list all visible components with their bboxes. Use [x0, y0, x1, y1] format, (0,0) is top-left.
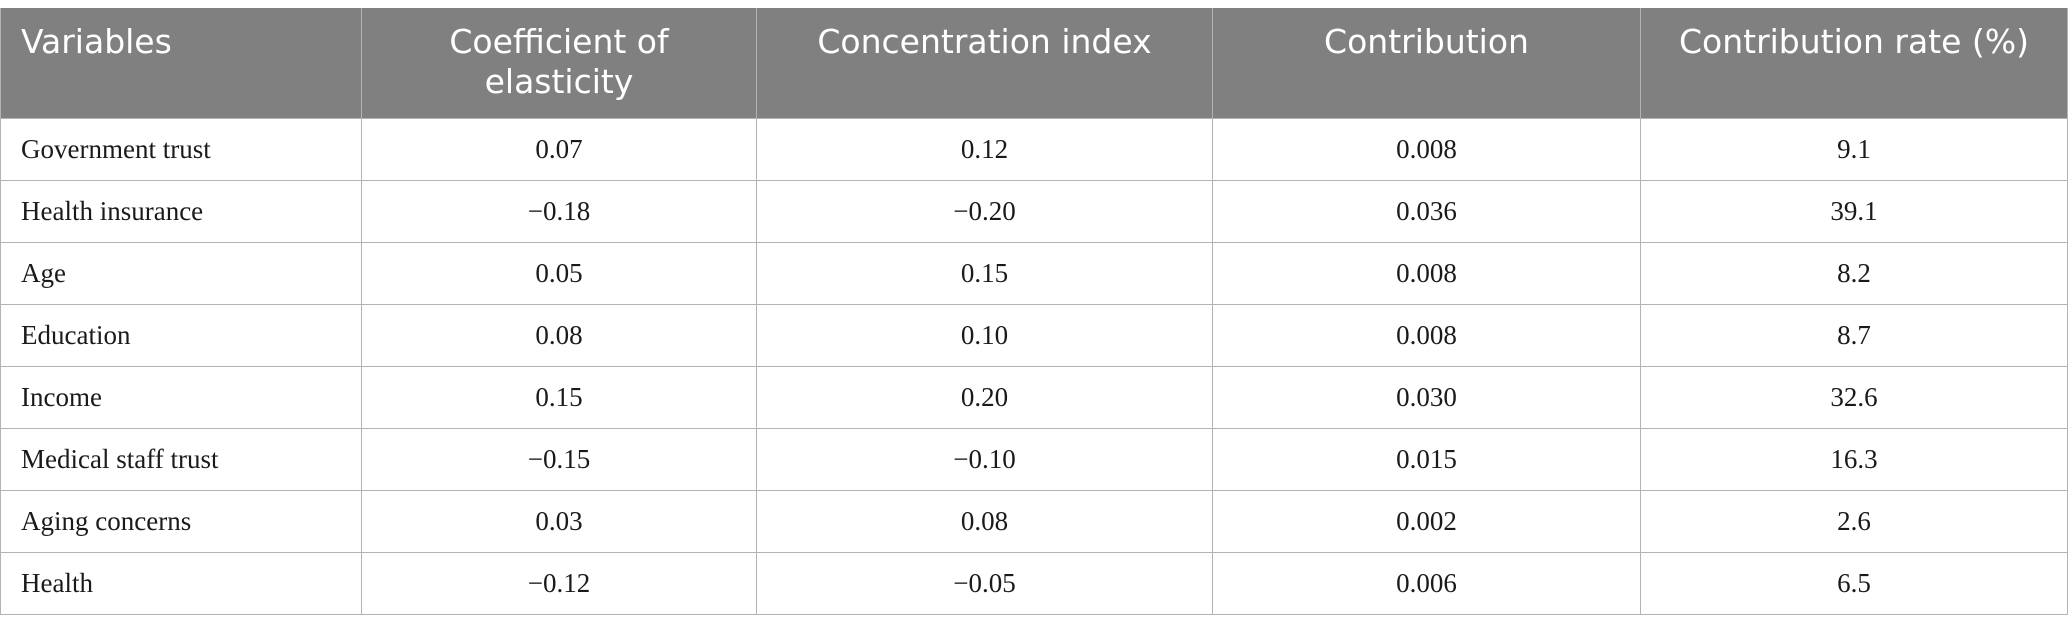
cell-coefficient: −0.15	[361, 427, 757, 491]
cell-variable: Income	[0, 365, 362, 429]
cell-variable: Age	[0, 241, 362, 305]
cell-concentration: −0.10	[756, 427, 1213, 491]
cell-variable: Health insurance	[0, 179, 362, 243]
cell-contribution: 0.015	[1212, 427, 1641, 491]
cell-contribution: 0.008	[1212, 241, 1641, 305]
cell-contribution-rate: 2.6	[1640, 489, 2068, 553]
header-variables: Variables	[0, 8, 362, 118]
cell-contribution-rate: 39.1	[1640, 179, 2068, 243]
cell-coefficient: −0.18	[361, 179, 757, 243]
header-contribution: Contribution	[1212, 8, 1641, 118]
cell-contribution-rate: 8.2	[1640, 241, 2068, 305]
header-contribution-rate: Contribution rate (%)	[1640, 8, 2068, 118]
cell-contribution-rate: 8.7	[1640, 303, 2068, 367]
cell-coefficient: 0.05	[361, 241, 757, 305]
cell-variable: Health	[0, 551, 362, 615]
cell-contribution-rate: 6.5	[1640, 551, 2068, 615]
cell-variable: Aging concerns	[0, 489, 362, 553]
cell-concentration: 0.20	[756, 365, 1213, 429]
cell-concentration: 0.08	[756, 489, 1213, 553]
cell-variable: Government trust	[0, 117, 362, 181]
cell-coefficient: 0.03	[361, 489, 757, 553]
cell-contribution-rate: 32.6	[1640, 365, 2068, 429]
cell-coefficient: 0.15	[361, 365, 757, 429]
table-row: Age 0.05 0.15 0.008 8.2	[0, 241, 2068, 305]
table-row: Health insurance −0.18 −0.20 0.036 39.1	[0, 179, 2068, 243]
table-row: Medical staff trust −0.15 −0.10 0.015 16…	[0, 427, 2068, 491]
cell-variable: Medical staff trust	[0, 427, 362, 491]
header-row: Variables Coefficient of elasticity Conc…	[0, 8, 2068, 118]
table-body: Government trust 0.07 0.12 0.008 9.1 Hea…	[0, 117, 2068, 615]
cell-concentration: −0.05	[756, 551, 1213, 615]
cell-variable: Education	[0, 303, 362, 367]
header-concentration-index: Concentration index	[756, 8, 1213, 118]
header-coefficient-of-elasticity: Coefficient of elasticity	[361, 8, 757, 118]
table-row: Aging concerns 0.03 0.08 0.002 2.6	[0, 489, 2068, 553]
table-row: Health −0.12 −0.05 0.006 6.5	[0, 551, 2068, 615]
cell-contribution: 0.036	[1212, 179, 1641, 243]
cell-coefficient: 0.08	[361, 303, 757, 367]
table-row: Income 0.15 0.20 0.030 32.6	[0, 365, 2068, 429]
decomposition-table: Variables Coefficient of elasticity Conc…	[0, 8, 2068, 615]
cell-coefficient: 0.07	[361, 117, 757, 181]
cell-contribution: 0.008	[1212, 117, 1641, 181]
table-header: Variables Coefficient of elasticity Conc…	[0, 8, 2068, 118]
cell-concentration: −0.20	[756, 179, 1213, 243]
cell-coefficient: −0.12	[361, 551, 757, 615]
cell-contribution: 0.002	[1212, 489, 1641, 553]
cell-contribution: 0.030	[1212, 365, 1641, 429]
cell-concentration: 0.15	[756, 241, 1213, 305]
cell-contribution-rate: 16.3	[1640, 427, 2068, 491]
table-row: Government trust 0.07 0.12 0.008 9.1	[0, 117, 2068, 181]
cell-concentration: 0.12	[756, 117, 1213, 181]
decomposition-table-container: Variables Coefficient of elasticity Conc…	[0, 8, 2068, 615]
cell-contribution: 0.006	[1212, 551, 1641, 615]
cell-contribution-rate: 9.1	[1640, 117, 2068, 181]
table-row: Education 0.08 0.10 0.008 8.7	[0, 303, 2068, 367]
cell-concentration: 0.10	[756, 303, 1213, 367]
cell-contribution: 0.008	[1212, 303, 1641, 367]
